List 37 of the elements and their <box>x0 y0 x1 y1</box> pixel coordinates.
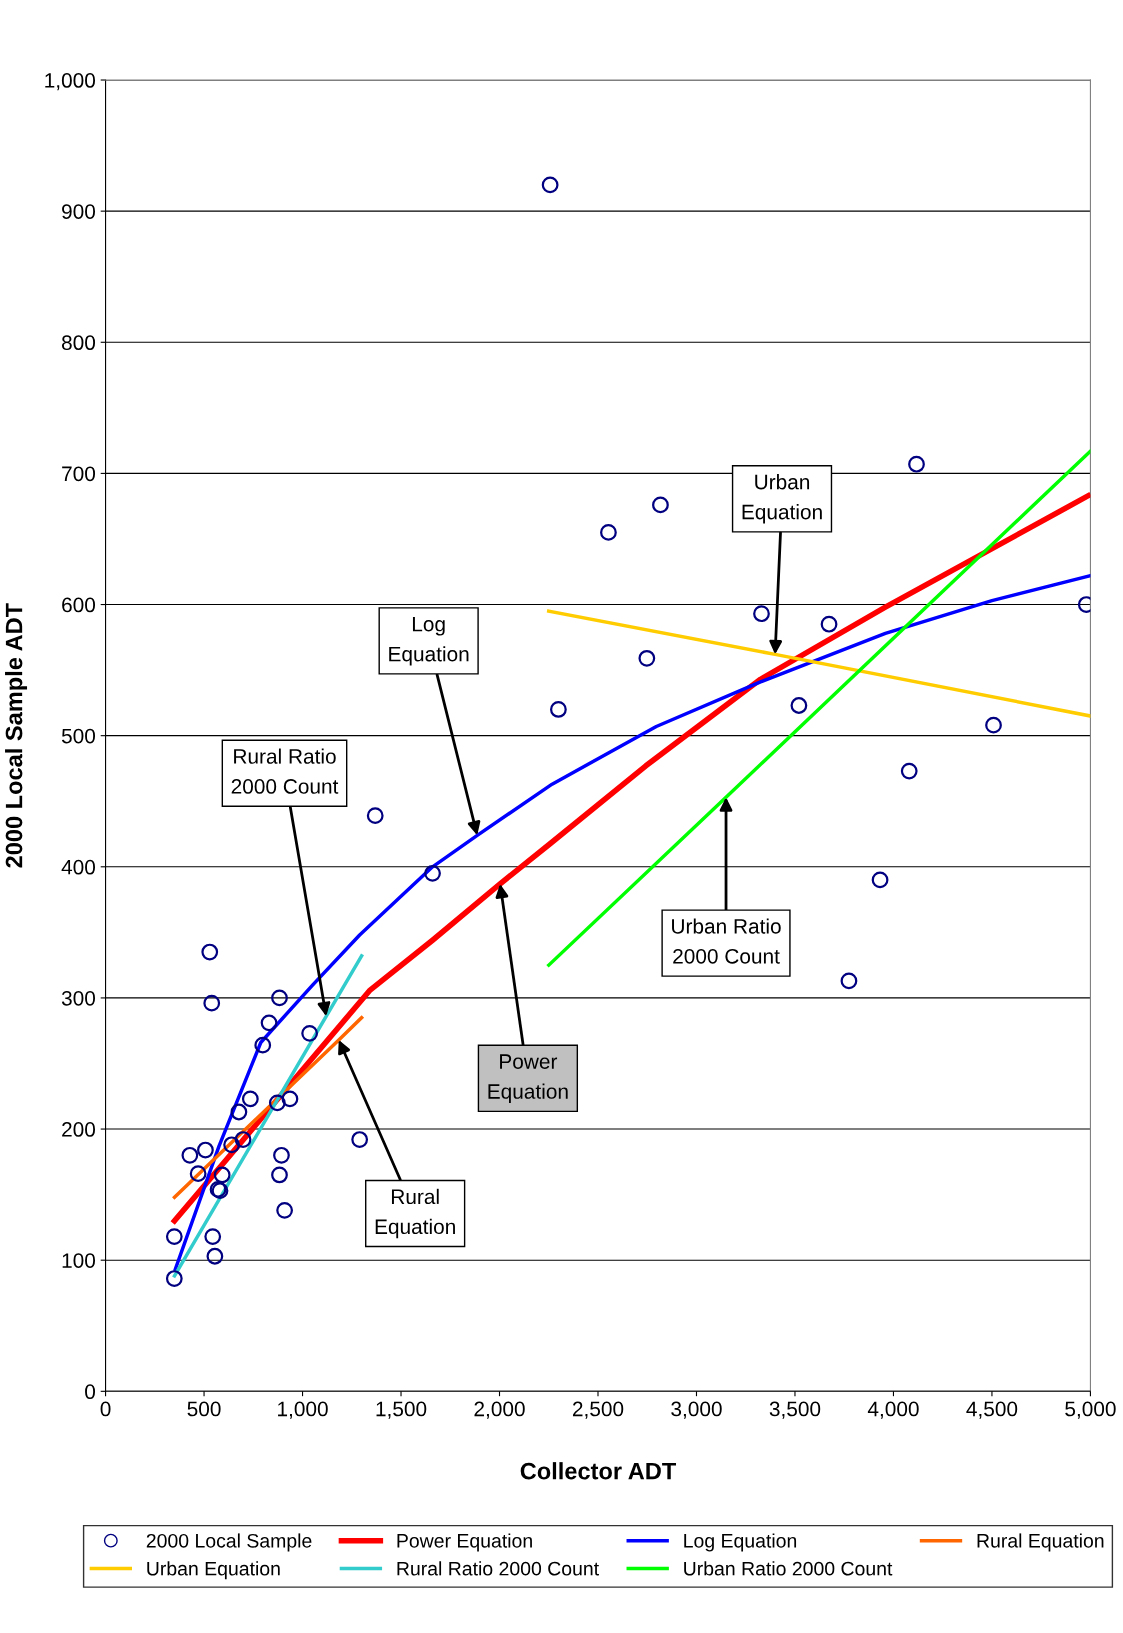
x-axis-title: Collector ADT <box>520 1462 677 1480</box>
x-tick-label: 1,000 <box>278 1401 328 1419</box>
y-tick-label: 300 <box>61 990 96 1006</box>
y-tick-label: 600 <box>62 597 96 613</box>
y-tick-label: 500 <box>61 728 96 744</box>
legend-label: Rural Equation <box>977 1533 1104 1552</box>
y-tick-label: 200 <box>62 1122 96 1137</box>
annotation: Log Equation <box>389 616 469 666</box>
y-tick-label: 900 <box>62 204 96 219</box>
y-tick-label: 700 <box>62 466 96 482</box>
legend-label: 2000 Local Sample <box>146 1533 312 1552</box>
annotation: Rural Ratio 2000 Count <box>231 748 339 794</box>
annotation: Rural Equation <box>375 1188 455 1239</box>
x-tick-label: 4,500 <box>966 1401 1018 1419</box>
x-tick-label: 3,500 <box>769 1401 821 1419</box>
x-tick-label: 5,000 <box>1065 1401 1116 1419</box>
y-tick-label: 400 <box>61 859 96 875</box>
legend-label: Power Equation <box>397 1533 532 1552</box>
annotation: Power Equation <box>488 1054 568 1103</box>
x-tick-label: 0 <box>100 1401 111 1417</box>
y-tick-label: 100 <box>62 1253 96 1268</box>
annotation: Urban Equation <box>742 474 822 524</box>
y-tick-label: 1,000 <box>45 73 96 91</box>
y-tick-label: 800 <box>61 335 96 351</box>
y-tick-label: 0 <box>85 1384 96 1400</box>
legend-label: Log Equation <box>684 1533 797 1552</box>
x-tick-label: 2,500 <box>572 1401 624 1419</box>
x-tick-label: 500 <box>187 1401 221 1417</box>
x-tick-label: 4,000 <box>867 1401 919 1419</box>
legend-label: Rural Ratio 2000 Count <box>397 1561 599 1576</box>
x-tick-label: 2,000 <box>474 1401 525 1419</box>
legend-label: Urban Equation <box>147 1561 280 1580</box>
legend-label: Urban Ratio 2000 Count <box>684 1561 893 1576</box>
y-axis-title: 2000 Local Sample ADT <box>5 603 28 868</box>
annotation: Urban Ratio 2000 Count <box>672 918 781 964</box>
x-tick-label: 3,000 <box>671 1401 722 1419</box>
x-tick-label: 1,500 <box>376 1401 427 1419</box>
